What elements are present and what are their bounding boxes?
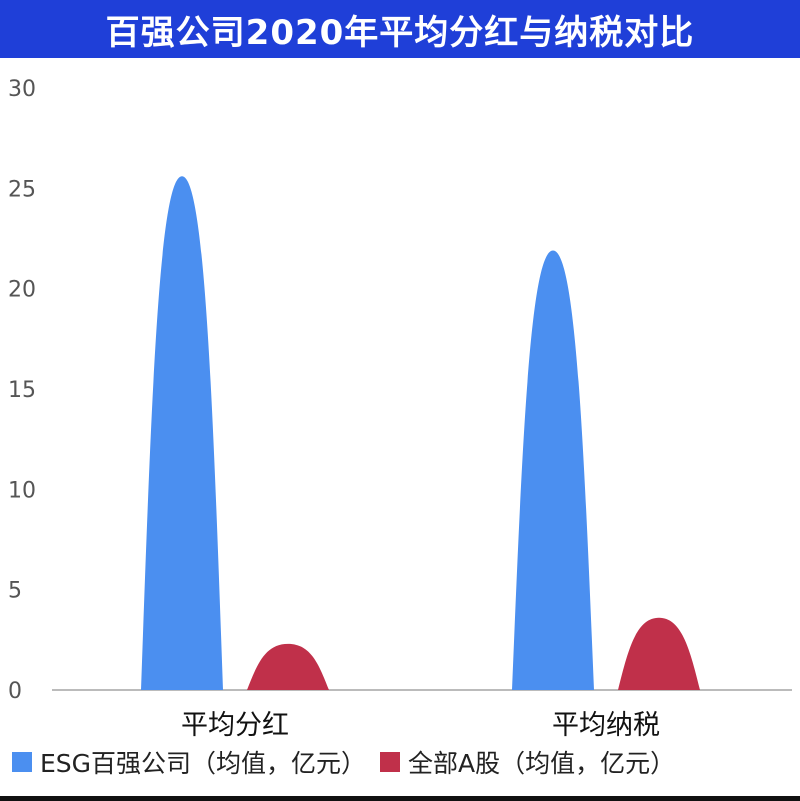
y-tick-label: 0 <box>8 679 22 704</box>
y-tick-label: 10 <box>8 478 36 503</box>
bar-all-a-1 <box>618 617 700 690</box>
bar-all-a-0 <box>247 643 329 690</box>
legend-swatch-esg <box>12 752 32 772</box>
chart-title: 百强公司2020年平均分红与纳税对比 <box>105 12 695 53</box>
y-tick-label: 20 <box>8 278 36 303</box>
legend-label-all-a: 全部A股（均值，亿元） <box>408 749 676 778</box>
bar-esg-1 <box>512 250 594 691</box>
legend-item-esg: ESG百强公司（均值，亿元） <box>12 744 366 780</box>
y-tick-label: 30 <box>8 77 36 102</box>
legend-swatch-all-a <box>380 752 401 772</box>
x-category-label: 平均分红 <box>181 710 289 740</box>
title-bar: 百强公司2020年平均分红与纳税对比 <box>0 0 800 58</box>
bottom-rule <box>0 796 800 801</box>
legend-label-esg: ESG百强公司（均值，亿元） <box>40 749 367 778</box>
y-tick-label: 15 <box>8 378 36 403</box>
bar-esg-0 <box>141 176 223 690</box>
y-tick-label: 25 <box>8 177 36 202</box>
y-tick-label: 5 <box>8 579 22 604</box>
legend: ESG百强公司（均值，亿元） 全部A股（均值，亿元） <box>12 742 689 782</box>
legend-item-all-a: 全部A股（均值，亿元） <box>380 744 675 780</box>
chart-plot: 0 5 10 15 20 25 30 平均分红 平均纳税 <box>8 77 792 740</box>
x-category-label: 平均纳税 <box>552 710 660 740</box>
